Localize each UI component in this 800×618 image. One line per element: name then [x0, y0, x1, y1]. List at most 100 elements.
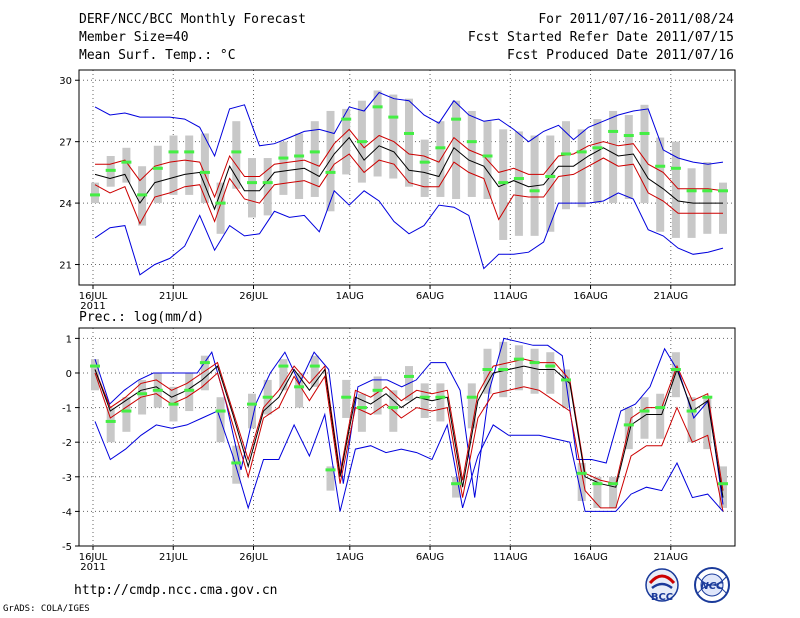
temp-spread-box — [310, 121, 319, 197]
temp-line-inner_high — [95, 128, 724, 199]
temp-marker — [498, 181, 509, 185]
prec-marker — [655, 406, 666, 410]
temp-marker — [451, 117, 462, 121]
prec-spread-box — [342, 379, 351, 418]
temp-marker — [466, 140, 477, 144]
prec-xtick-label: 21AUG — [653, 552, 688, 563]
prec-marker — [294, 385, 305, 389]
prec-spread-box — [106, 407, 115, 443]
prec-marker — [215, 409, 226, 413]
temp-marker — [262, 181, 273, 185]
temp-ytick-label: 30 — [59, 76, 72, 87]
temp-spread-box — [153, 145, 162, 204]
temp-marker — [482, 154, 493, 158]
temp-xtick-label: 16JUL — [79, 291, 108, 302]
temp-marker — [199, 170, 210, 174]
prec-xtick-label: 1AUG — [336, 552, 364, 563]
temp-marker — [608, 129, 619, 133]
temp-marker — [388, 115, 399, 119]
prec-spread-box — [687, 397, 696, 443]
prec-spread-box — [436, 383, 445, 422]
prec-xtick-label: 16AUG — [573, 552, 608, 563]
prec-marker — [466, 395, 477, 399]
member-size: Member Size=40 — [79, 30, 189, 45]
prec-marker — [372, 388, 383, 392]
prec-spread-box — [593, 476, 602, 508]
prec-line-outer_low — [94, 410, 724, 512]
temp-marker — [152, 166, 163, 170]
temp-spread-box — [514, 131, 523, 236]
temp-spread-box — [420, 139, 429, 197]
prec-spread-box — [357, 393, 366, 432]
prec-marker — [105, 419, 116, 423]
prec-line-inner_low — [94, 372, 724, 512]
prec-marker — [137, 392, 148, 396]
ncc-logo-text: NCC — [700, 581, 724, 592]
prec-marker — [670, 368, 681, 372]
prec-spread-box — [577, 462, 586, 502]
temp-spread-box — [248, 158, 256, 218]
forecast-started: Fcst Started Refer Date 2011/07/15 — [467, 30, 734, 45]
temp-marker — [419, 160, 430, 164]
temp-spread-box — [703, 162, 712, 234]
temp-marker — [247, 181, 257, 185]
grads-credit: GrADS: COLA/IGES — [3, 604, 90, 614]
prec-marker — [608, 482, 619, 486]
prec-marker — [388, 406, 399, 410]
prec-spread-box — [295, 372, 304, 408]
temp-marker — [576, 150, 587, 154]
temp-marker — [294, 154, 305, 158]
temp-spread-box — [405, 98, 413, 187]
temp-frame — [78, 69, 736, 286]
prec-marker — [435, 395, 446, 399]
temp-spread-box — [91, 182, 99, 204]
prec-spread-box — [232, 445, 241, 484]
temp-xtick-label: 11AUG — [493, 291, 528, 302]
prec-ytick-label: -2 — [62, 438, 72, 449]
temp-marker — [278, 156, 289, 160]
prec-marker — [278, 364, 289, 368]
temp-ytick-label: 27 — [59, 138, 72, 149]
prec-marker — [545, 364, 556, 368]
prec-marker — [90, 364, 100, 368]
prec-spread-box — [279, 359, 288, 391]
temp-spread-box — [373, 90, 382, 177]
prec-line-inner_high — [94, 358, 724, 491]
variable-label: Mean Surf. Temp.: °C — [79, 48, 236, 63]
temp-marker — [356, 140, 367, 144]
prec-marker — [576, 471, 587, 475]
temp-marker — [168, 150, 179, 154]
prec-marker — [419, 395, 430, 399]
temp-spread-box — [169, 135, 178, 195]
prec-spread-box — [91, 359, 99, 391]
prec-frame — [78, 327, 736, 547]
prec-spread-box — [530, 348, 539, 394]
temp-marker — [545, 174, 556, 178]
temp-marker — [137, 193, 148, 197]
prec-marker — [513, 357, 524, 361]
temp-marker — [105, 168, 116, 172]
temp-marker — [639, 131, 650, 135]
temp-marker — [90, 193, 100, 197]
prec-spread-box — [562, 369, 570, 408]
prec-marker — [482, 368, 493, 372]
prec-ytick-label: 0 — [66, 369, 72, 380]
prec-marker — [309, 364, 320, 368]
prec-spread-box — [373, 376, 382, 415]
temp-spread-box — [232, 121, 241, 189]
temp-line-inner_low — [94, 153, 723, 225]
temp-spread-box — [656, 137, 665, 232]
source-url[interactable]: http://cmdp.ncc.cma.gov.cn — [74, 583, 278, 598]
prec-spread-box — [483, 348, 492, 394]
temp-marker — [592, 146, 603, 150]
prec-marker — [341, 395, 352, 399]
prec-spread-box — [671, 352, 680, 398]
prec-line-mean — [94, 365, 724, 498]
temp-marker — [121, 160, 132, 164]
prec-marker — [199, 361, 210, 365]
temp-line-outer_high — [94, 91, 724, 165]
prec-spread-box — [248, 393, 256, 429]
prec-marker — [152, 388, 163, 392]
temp-spread-box — [200, 133, 209, 204]
